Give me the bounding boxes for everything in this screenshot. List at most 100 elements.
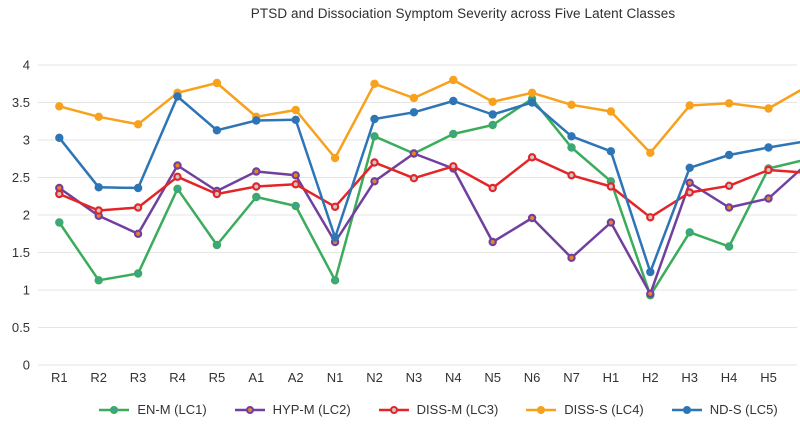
legend-item-diss-m-lc3-: DISS-M (LC3)	[378, 402, 499, 417]
data-point-marker	[527, 88, 537, 98]
data-point-marker	[449, 129, 458, 139]
x-axis-tick-label: R5	[209, 370, 226, 385]
data-point-marker	[409, 173, 419, 183]
data-point-marker	[94, 206, 103, 215]
data-point-marker	[724, 181, 734, 190]
data-point-marker	[252, 192, 261, 202]
series-line-hyp-m-lc2-	[58, 152, 800, 296]
y-axis-tick-label: 3	[23, 133, 30, 148]
data-point-marker	[252, 167, 261, 176]
data-point-marker	[55, 133, 64, 142]
x-axis-tick-label: A2	[288, 370, 304, 385]
data-point-marker	[764, 194, 773, 203]
legend-label: DISS-S (LC4)	[564, 402, 644, 417]
data-point-marker	[527, 98, 537, 107]
legend-label: EN-M (LC1)	[137, 402, 207, 417]
x-axis-tick-label: N1	[327, 370, 344, 385]
data-point-marker	[409, 93, 419, 103]
data-point-marker	[646, 148, 655, 157]
data-point-marker	[370, 132, 379, 141]
data-point-marker	[409, 149, 419, 158]
legend-item-en-m-lc1-: EN-M (LC1)	[98, 402, 207, 417]
data-point-marker	[55, 189, 64, 199]
data-point-marker	[606, 182, 616, 191]
data-point-marker	[94, 112, 103, 122]
legend-marker-icon	[671, 405, 702, 414]
data-point-marker	[764, 104, 773, 113]
data-point-marker	[291, 171, 300, 180]
data-point-marker	[685, 188, 694, 197]
data-point-marker	[330, 233, 340, 242]
data-point-marker	[291, 180, 300, 189]
data-point-marker	[370, 158, 379, 167]
chart-legend: EN-M (LC1) HYP-M (LC2) DISS-M (LC3) DISS-S …	[38, 402, 800, 417]
data-point-marker	[173, 172, 182, 181]
data-point-marker	[449, 162, 458, 171]
x-axis-tick-label: H2	[642, 370, 659, 385]
data-point-marker	[252, 116, 261, 125]
y-axis-tick-label: 2.5	[12, 170, 30, 185]
x-axis-tick-label: H3	[681, 370, 698, 385]
data-point-marker	[606, 147, 616, 156]
legend-item-nd-s-lc5-: ND-S (LC5)	[671, 402, 778, 417]
data-point-marker	[488, 120, 497, 130]
data-point-marker	[567, 143, 576, 152]
data-point-marker	[764, 165, 773, 175]
x-axis-tick-label: A1	[248, 370, 264, 385]
data-point-marker	[488, 110, 497, 119]
data-point-marker	[527, 213, 537, 223]
x-axis-tick-label: R1	[51, 370, 68, 385]
data-point-marker	[173, 92, 182, 101]
data-point-marker	[330, 202, 340, 211]
data-point-marker	[724, 99, 734, 108]
data-point-marker	[370, 79, 379, 89]
x-axis-tick-label: N4	[445, 370, 462, 385]
x-axis-tick-label: R2	[90, 370, 107, 385]
data-point-marker	[291, 201, 300, 211]
data-point-marker	[133, 269, 143, 278]
legend-label: ND-S (LC5)	[709, 402, 778, 417]
legend-item-diss-s-lc4-: DISS-S (LC4)	[525, 402, 644, 417]
x-axis-tick-label: N2	[366, 370, 383, 385]
y-axis-tick-label: 1.5	[12, 245, 30, 260]
data-point-marker	[212, 240, 222, 250]
data-point-marker	[646, 213, 655, 222]
data-point-marker	[764, 143, 773, 152]
data-point-marker	[252, 182, 261, 191]
data-point-marker	[685, 178, 694, 187]
legend-item-hyp-m-lc2-: HYP-M (LC2)	[234, 402, 351, 417]
data-point-marker	[212, 189, 222, 199]
series-line-en-m-lc1-	[58, 97, 800, 297]
legend-marker-icon	[378, 405, 409, 414]
data-point-marker	[330, 153, 340, 163]
data-point-marker	[488, 183, 497, 193]
data-point-marker	[94, 183, 103, 192]
x-axis-tick-label: H5	[760, 370, 777, 385]
data-point-marker	[724, 203, 734, 212]
data-point-marker	[94, 276, 103, 285]
data-point-marker	[370, 114, 379, 124]
data-point-marker	[488, 237, 497, 247]
data-point-marker	[567, 132, 576, 141]
data-point-marker	[212, 126, 222, 135]
series-line-nd-s-lc5-	[58, 95, 800, 274]
data-point-marker	[133, 183, 143, 193]
data-point-marker	[685, 163, 694, 172]
data-point-marker	[291, 105, 300, 115]
y-axis-tick-label: 1	[23, 283, 30, 298]
data-point-marker	[567, 253, 576, 262]
data-point-marker	[567, 171, 576, 180]
data-point-marker	[567, 100, 576, 110]
data-point-marker	[173, 184, 182, 193]
data-point-marker	[133, 203, 143, 212]
legend-label: HYP-M (LC2)	[272, 402, 351, 417]
legend-marker-icon	[99, 405, 130, 414]
legend-marker-icon	[234, 405, 265, 414]
x-axis-tick-label: H4	[721, 370, 738, 385]
legend-label: DISS-M (LC3)	[416, 402, 499, 417]
data-point-marker	[724, 242, 734, 251]
data-point-marker	[724, 150, 734, 160]
y-axis-tick-label: 2	[23, 208, 30, 223]
